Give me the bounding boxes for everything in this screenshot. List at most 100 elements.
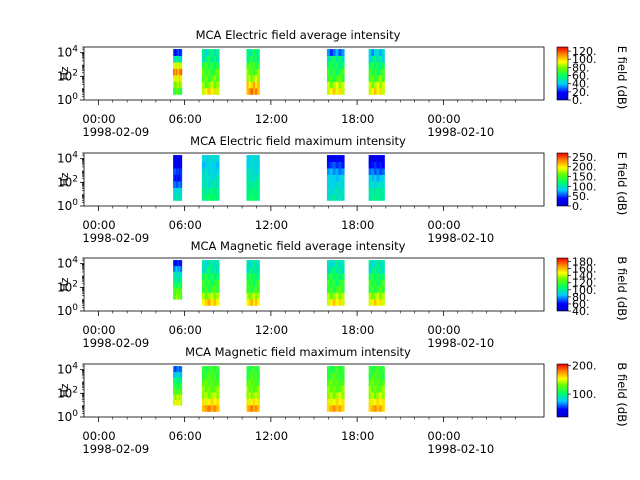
pass-cell xyxy=(250,285,254,293)
pass-cell xyxy=(180,288,183,294)
colorbar-gradient xyxy=(556,46,569,101)
pass-cell xyxy=(373,62,377,69)
pass-cell xyxy=(373,372,377,380)
pass-cell xyxy=(213,180,217,188)
pass-cell xyxy=(207,379,211,386)
x-date-end: 1998-02-10 xyxy=(427,125,494,139)
pass-cell xyxy=(246,81,249,89)
pass-cell xyxy=(341,74,345,82)
pass-cell xyxy=(338,193,342,201)
x-date-start: 1998-02-09 xyxy=(82,125,149,139)
pass-cell xyxy=(257,62,260,69)
pass-cell xyxy=(173,371,175,378)
pass-cell xyxy=(250,62,254,69)
pass-cell xyxy=(180,366,183,373)
colorbar-tick-label: 250. xyxy=(572,151,597,164)
pass-cell xyxy=(180,168,183,175)
pass-cell xyxy=(368,266,372,274)
pass-cell xyxy=(338,366,342,373)
pass-cell xyxy=(173,377,175,384)
pass-cell xyxy=(177,74,180,82)
pass-cell xyxy=(213,87,217,95)
pass-cell xyxy=(213,266,217,274)
pass-cell xyxy=(180,388,183,395)
pass-cell xyxy=(204,404,209,412)
x-date-start: 1998-02-09 xyxy=(82,336,149,350)
pass-cell xyxy=(373,55,377,63)
pass-cell xyxy=(329,366,334,373)
pass-cell xyxy=(332,398,336,406)
pass-cell xyxy=(174,62,177,69)
pass-cell xyxy=(216,372,220,380)
pass-cell xyxy=(332,260,336,267)
pass-cell xyxy=(341,366,345,373)
pass-cell xyxy=(246,266,249,274)
pass-cell xyxy=(373,193,377,201)
pass-cell xyxy=(210,385,214,393)
pass-cell xyxy=(371,266,375,274)
pass-cell xyxy=(376,180,380,188)
pass-cell xyxy=(332,161,336,169)
pass-cell xyxy=(216,193,220,201)
pass-cell xyxy=(252,266,256,274)
pass-cell xyxy=(255,74,258,82)
pass-cell xyxy=(201,155,206,162)
pass-cell xyxy=(201,366,206,373)
pass-cell xyxy=(376,391,380,399)
pass-cell xyxy=(371,391,375,399)
pass-cell xyxy=(329,74,334,82)
pass-cell xyxy=(326,285,331,293)
pass-cell xyxy=(176,366,178,373)
pass-cell xyxy=(246,180,249,188)
pass-cell xyxy=(248,49,252,56)
pass-cell xyxy=(177,282,180,289)
colorbar-tick-label: 80. xyxy=(572,291,590,304)
pass-2 xyxy=(201,366,220,412)
pass-cell xyxy=(246,298,249,306)
pass-cell xyxy=(371,273,375,280)
pass-cell xyxy=(201,81,206,89)
pass-cell xyxy=(371,193,375,201)
pass-cell xyxy=(371,74,375,82)
pass-cell xyxy=(341,193,345,201)
pass-cell xyxy=(207,187,211,195)
pass-cell xyxy=(173,174,175,182)
pass-cell xyxy=(252,193,256,201)
pass-cell xyxy=(332,404,336,412)
pass-cell xyxy=(248,398,252,406)
pass-cell xyxy=(341,68,345,76)
pass-cell xyxy=(341,279,345,287)
pass-cell xyxy=(368,298,372,306)
colorbar-tick-label: 200. xyxy=(572,161,597,174)
pass-cell xyxy=(178,399,181,406)
pass-cell xyxy=(376,55,380,63)
pass-cell xyxy=(180,87,183,95)
pass-cell xyxy=(180,161,183,169)
pass-cell xyxy=(204,74,209,82)
pass-cell xyxy=(335,180,339,188)
pass-cell xyxy=(173,161,175,169)
pass-cell xyxy=(338,55,342,63)
pass-cell xyxy=(252,260,256,267)
pass-cell xyxy=(252,298,256,306)
pass-cell xyxy=(174,382,177,389)
pass-cell xyxy=(213,174,217,182)
pass-cell xyxy=(379,398,383,406)
pass-cell xyxy=(381,279,385,287)
pass-cell xyxy=(207,391,211,399)
pass-cell xyxy=(174,193,177,201)
colorbar-tick-label: 120. xyxy=(572,45,597,58)
pass-cell xyxy=(173,260,175,267)
pass-cell xyxy=(257,81,260,89)
pass-cell xyxy=(180,271,183,278)
pass-cell xyxy=(174,276,177,283)
pass-cell xyxy=(373,366,377,373)
pass-cell xyxy=(379,404,383,412)
pass-cell xyxy=(255,62,258,69)
pass-cell xyxy=(335,55,339,63)
pass-cell xyxy=(381,74,385,82)
pass-cell xyxy=(338,174,342,182)
pass-cell xyxy=(178,388,181,395)
x-tick-label: 00:00 xyxy=(427,112,460,126)
pass-cell xyxy=(255,87,258,95)
